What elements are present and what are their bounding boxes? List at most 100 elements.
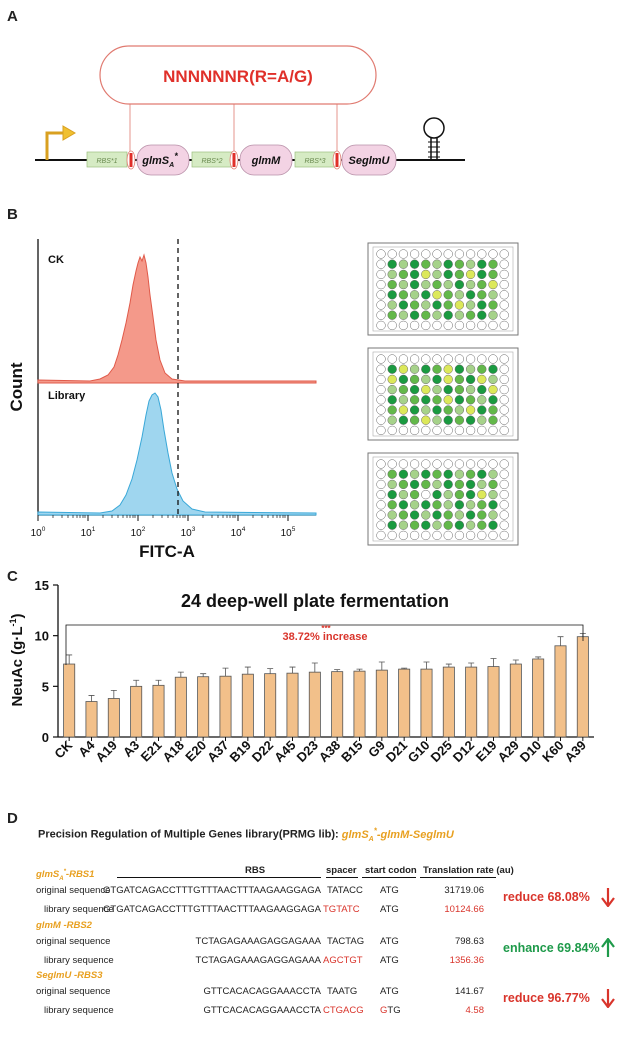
plate-1-well xyxy=(409,279,420,290)
group-1-lib-label: library sequence xyxy=(44,904,114,915)
plate-1-well xyxy=(465,290,476,300)
error-bar-CK xyxy=(66,654,73,665)
category-label-D21: D21 xyxy=(383,738,410,765)
promoter-arrow-icon xyxy=(45,125,76,160)
category-label-A39: A39 xyxy=(561,738,588,765)
terminator-icon xyxy=(423,117,445,160)
category-label-A19: A19 xyxy=(92,738,119,765)
plate-3-well xyxy=(443,500,453,510)
plate-2-well xyxy=(387,395,397,405)
plate-3-well xyxy=(432,459,442,469)
plate-2-well xyxy=(387,405,397,415)
plate-2-well xyxy=(465,395,476,405)
plate-3-well xyxy=(432,479,442,490)
plate-2-well xyxy=(443,374,453,385)
annotation-bracket xyxy=(65,624,584,665)
plate-3-well xyxy=(409,500,420,510)
plate-2-well xyxy=(465,384,476,395)
plate-1-well xyxy=(443,320,453,331)
plate-1-well xyxy=(499,259,509,269)
plate-3-well xyxy=(387,489,397,500)
plate-3-well xyxy=(477,500,487,510)
plate-2-well xyxy=(488,415,498,425)
plate-2-well xyxy=(398,384,409,395)
plate-3-well xyxy=(454,479,465,490)
plate-2-well xyxy=(454,425,465,436)
error-bar-B19 xyxy=(244,666,251,675)
plate-1-well xyxy=(432,269,442,280)
plate-1-well xyxy=(387,290,397,300)
plate-3-well xyxy=(409,469,420,479)
plate-2-well xyxy=(488,405,498,415)
error-bar-A18 xyxy=(177,671,184,678)
plate-1-well xyxy=(454,290,465,300)
bar-D10 xyxy=(532,658,545,738)
plate-2-well xyxy=(376,354,386,364)
header-spacer: spacer xyxy=(326,865,357,876)
plate-3-well xyxy=(387,530,397,541)
plate-3-well xyxy=(387,479,397,490)
plate-1-well xyxy=(432,320,442,331)
y-tick-label: 0 xyxy=(42,730,49,745)
plate-3-well xyxy=(477,520,487,530)
plate-1-well xyxy=(454,320,465,331)
plate-2-well xyxy=(499,354,509,364)
plate-2-well xyxy=(443,384,453,395)
plate-3-well xyxy=(432,520,442,530)
plate-1-well xyxy=(488,279,498,290)
error-bar-A45 xyxy=(289,666,296,674)
plate-3-well xyxy=(421,520,431,530)
plate-2-well xyxy=(499,364,509,374)
plate-2-well xyxy=(454,415,465,425)
plate-2-well xyxy=(398,425,409,436)
group-1-lib-start: ATG xyxy=(380,904,399,915)
error-bar-E20 xyxy=(200,673,207,677)
plate-1-well xyxy=(465,320,476,331)
panel-label-a: A xyxy=(7,8,18,25)
error-bar-D22 xyxy=(267,668,274,674)
plate-1-well xyxy=(421,310,431,320)
plate-1-well xyxy=(465,259,476,269)
plate-3-well xyxy=(488,520,498,530)
bar-A3 xyxy=(130,685,143,738)
plate-3-well xyxy=(398,500,409,510)
plate-1-well xyxy=(443,290,453,300)
plate-1-well xyxy=(454,279,465,290)
plate-2-well xyxy=(421,364,431,374)
plate-1-well xyxy=(387,269,397,280)
bar-E20 xyxy=(197,676,210,738)
header-translation-rate: Translation rate (au) xyxy=(423,865,514,876)
plate-1-well xyxy=(376,269,386,280)
plate-1-well xyxy=(488,269,498,280)
error-bar-A19 xyxy=(110,689,117,699)
plate-2-well xyxy=(387,425,397,436)
bar-A4 xyxy=(85,701,98,738)
plate-1-well xyxy=(387,249,397,259)
plate-2-well xyxy=(387,415,397,425)
error-bar-E19 xyxy=(490,658,497,667)
plate-2-well xyxy=(387,364,397,374)
plate-1-well xyxy=(465,310,476,320)
plate-1-well xyxy=(432,290,442,300)
plate-1-well xyxy=(421,249,431,259)
plate-2-well xyxy=(409,395,420,405)
plate-3-well xyxy=(376,469,386,479)
plate-2-well xyxy=(465,364,476,374)
panel-label-c: C xyxy=(7,568,18,585)
x-tick-1: 101 xyxy=(81,526,96,539)
plate-3-well xyxy=(454,510,465,520)
plate-2-well xyxy=(398,364,409,374)
header-rbs: RBS xyxy=(245,865,266,876)
plate-1-well xyxy=(409,259,420,269)
gene3-label: SeglmU xyxy=(349,155,391,167)
category-label-K60: K60 xyxy=(539,738,566,765)
bar-A18 xyxy=(174,676,187,738)
group-1-lib-tr: 10124.66 xyxy=(444,904,484,915)
plate-3-well xyxy=(432,469,442,479)
group-2-lib-spacer: AGCTGT xyxy=(323,955,363,966)
plate-2-well xyxy=(499,384,509,395)
group-1-name: glmSA*-RBS1 xyxy=(36,869,95,883)
group-3-lib-spacer: CTGACG xyxy=(323,1005,364,1016)
panel-d-title: Precision Regulation of Multiple Genes l… xyxy=(38,826,454,843)
plate-2-well xyxy=(387,354,397,364)
